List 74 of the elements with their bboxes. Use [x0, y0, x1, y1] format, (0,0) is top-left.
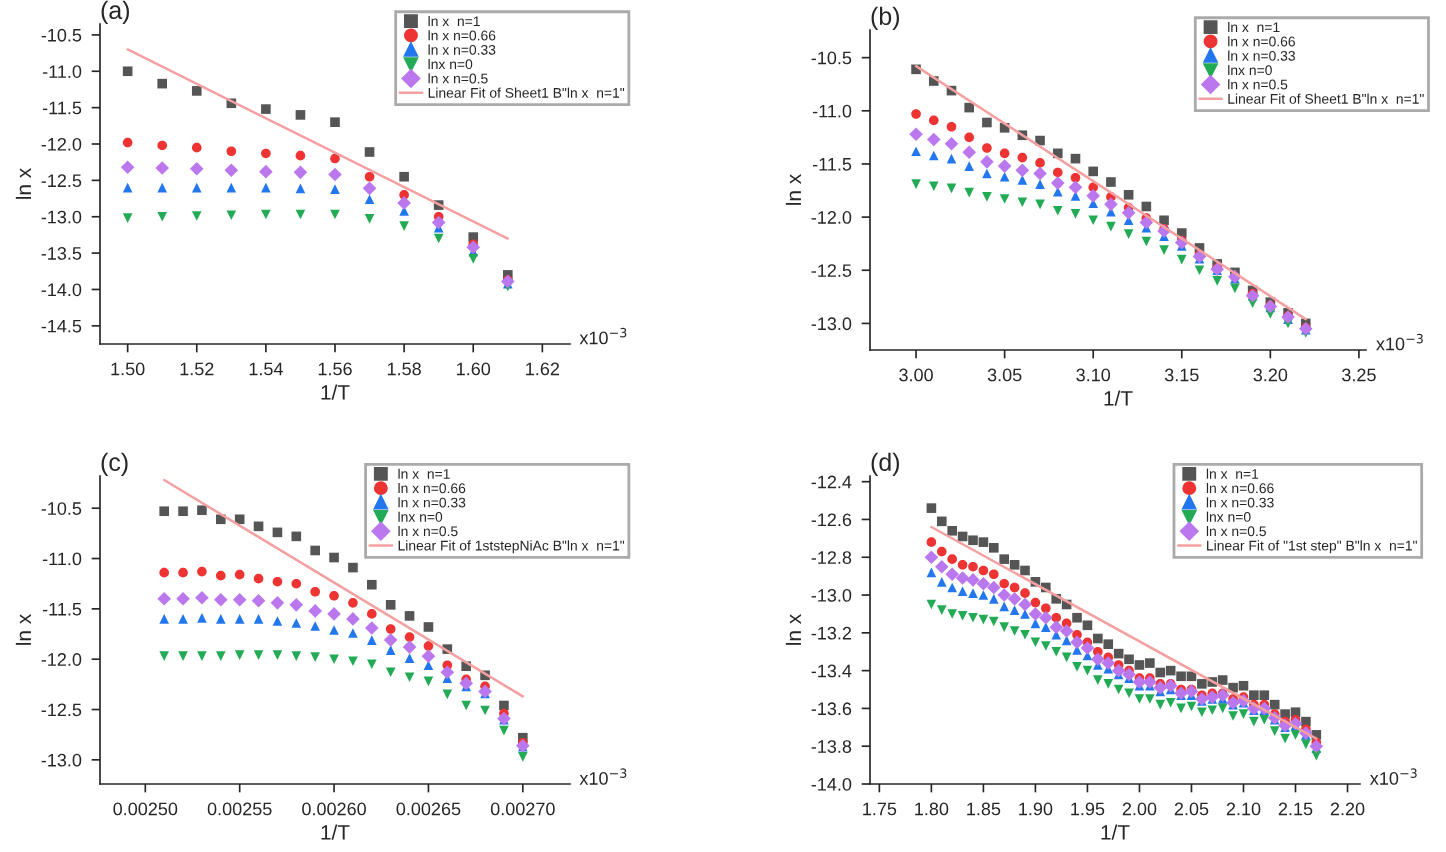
y-tick-label: -12.5 — [41, 174, 82, 188]
x-tick-label: 0.00270 — [490, 802, 555, 816]
y-tick-label: -14.0 — [811, 777, 852, 791]
x-tick-label: 1.85 — [967, 802, 1001, 816]
text: x10$^{−3}$ — [579, 327, 627, 345]
y-tick-label: -13.5 — [41, 247, 82, 260]
y-tick-label: -13.0 — [41, 210, 82, 224]
x-tick-label: 0.00255 — [207, 802, 272, 816]
y-tick-label: -11.5 — [42, 602, 82, 616]
y-tick-label: -11.5 — [812, 158, 852, 171]
y-tick-label: -14.5 — [41, 319, 82, 333]
y-tick-label: -13.6 — [811, 702, 852, 716]
x-tick-label: 1.90 — [1019, 802, 1053, 816]
chart-title: (a) — [101, 0, 129, 24]
x-tick-label: 3.10 — [1076, 368, 1111, 382]
y-tick-label: -12.0 — [41, 137, 82, 151]
y-tick-label: -11.0 — [42, 552, 82, 566]
chart-title: (d) — [871, 452, 899, 476]
y-tick-label: -13.4 — [811, 664, 852, 678]
x-tick-label: 3.20 — [1253, 368, 1288, 382]
y-tick-label: -13.0 — [811, 317, 852, 331]
x-axis-title: 1/T — [1104, 390, 1133, 406]
x-tick-label: 1.56 — [318, 362, 352, 376]
y-tick-label: -13.8 — [811, 740, 852, 753]
x-tick-label: 1.95 — [1071, 802, 1105, 816]
x-tick-label: 0.00260 — [302, 802, 366, 816]
x-tick-label: 2.05 — [1174, 802, 1209, 816]
x-tick-label: 1.75 — [863, 802, 897, 816]
x-tick-label: 2.10 — [1226, 802, 1261, 816]
text: x10$^{−3}$ — [1370, 768, 1417, 785]
y-axis-title: ln x — [15, 168, 31, 199]
x-tick-label: 1.54 — [249, 362, 283, 376]
y-tick-label: -14.0 — [41, 283, 82, 297]
y-tick-label: -10.5 — [811, 51, 852, 65]
y-tick-label: -12.0 — [811, 211, 852, 224]
y-tick-label: -11.5 — [42, 101, 82, 115]
x-tick-label: 2.15 — [1278, 802, 1313, 816]
y-tick-label: -12.8 — [811, 551, 852, 564]
x-tick-label: 2.00 — [1122, 802, 1157, 816]
x-tick-label: 1.58 — [387, 362, 421, 376]
y-tick-label: -10.5 — [41, 502, 82, 515]
x-axis-title: 1/T — [321, 384, 350, 400]
y-tick-label: -13.2 — [811, 626, 852, 640]
y-tick-label: -12.4 — [811, 475, 852, 489]
text: x10$^{−3}$ — [579, 768, 627, 785]
y-tick-label: -12.5 — [41, 703, 82, 717]
y-tick-label: -13.0 — [41, 753, 82, 767]
x-tick-label: 1.60 — [457, 362, 491, 376]
y-tick-label: -11.0 — [42, 65, 82, 78]
x-axis-title: 1/T — [321, 824, 350, 840]
x-tick-label: 1.52 — [180, 362, 214, 376]
x-tick-label: 2.20 — [1330, 802, 1365, 816]
y-tick-label: -12.0 — [41, 653, 82, 666]
x-tick-label: 1.62 — [526, 362, 560, 376]
x-tick-label: 0.00250 — [113, 802, 178, 816]
x-tick-label: 3.15 — [1164, 368, 1199, 382]
x-tick-label: 3.25 — [1342, 368, 1376, 382]
y-tick-label: -10.5 — [41, 28, 82, 42]
x-tick-label: 3.00 — [899, 368, 933, 382]
chart-title: (c) — [101, 452, 128, 476]
y-axis-title: ln x — [15, 614, 31, 645]
x-tick-label: 1.80 — [915, 802, 949, 816]
y-tick-label: -11.0 — [812, 104, 852, 118]
y-tick-label: -12.5 — [811, 264, 852, 277]
chart-title: (b) — [871, 6, 899, 30]
x-axis-title: 1/T — [1101, 824, 1130, 840]
y-axis-title: ln x — [785, 614, 801, 645]
x-tick-label: 0.00265 — [396, 802, 461, 816]
text: x10$^{−3}$ — [1376, 333, 1423, 351]
y-tick-label: -12.6 — [811, 513, 852, 527]
y-axis-title: ln x — [785, 174, 801, 205]
x-tick-label: 3.05 — [987, 368, 1022, 382]
x-tick-label: 1.50 — [111, 362, 145, 376]
y-tick-label: -13.0 — [811, 588, 852, 602]
